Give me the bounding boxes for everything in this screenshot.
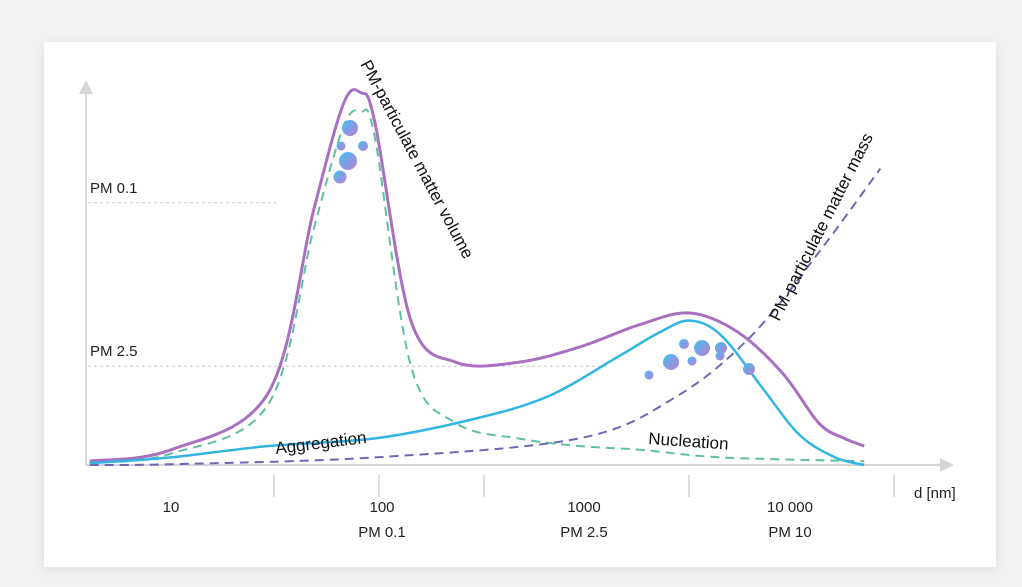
x-axis-unit-label: d [nm]	[914, 485, 956, 502]
x-tick-label-10000: 10 000	[767, 499, 813, 516]
particle-size-chart: PM 0.1 PM 2.5 10 100 PM 0.1 1000 PM 2.5 …	[79, 57, 956, 541]
x-axis-arrow	[940, 458, 954, 472]
x-tick-sublabel-10000: PM 10	[768, 524, 811, 541]
nucleation-label: Nucleation	[648, 429, 729, 454]
volume-series-label: PM-particulate matter volume	[356, 57, 477, 262]
y-axis-arrow	[79, 80, 93, 94]
ref-label-pm25: PM 2.5	[90, 343, 138, 360]
series-aggregation-nucleation-line	[89, 319, 865, 467]
mass-series-label: PM-particulate matter mass	[766, 130, 877, 324]
ref-label-pm01: PM 0.1	[90, 180, 138, 197]
particle-bubbles-left	[333, 120, 368, 184]
x-tick-sublabel-100: PM 0.1	[358, 524, 406, 541]
series-volume-dashed-line	[89, 108, 865, 465]
x-tick-sublabel-1000: PM 2.5	[560, 524, 608, 541]
particle-bubbles-right	[644, 339, 755, 380]
chart-card: PM 0.1 PM 2.5 10 100 PM 0.1 1000 PM 2.5 …	[44, 42, 996, 567]
series-mass-line	[89, 168, 882, 467]
x-axis-dividers	[273, 475, 895, 497]
series-volume-line	[89, 88, 865, 463]
aggregation-label: Aggregation	[274, 428, 367, 458]
x-tick-label-1000: 1000	[567, 499, 600, 516]
x-tick-label-100: 100	[369, 499, 394, 516]
x-tick-label-10: 10	[163, 499, 180, 516]
